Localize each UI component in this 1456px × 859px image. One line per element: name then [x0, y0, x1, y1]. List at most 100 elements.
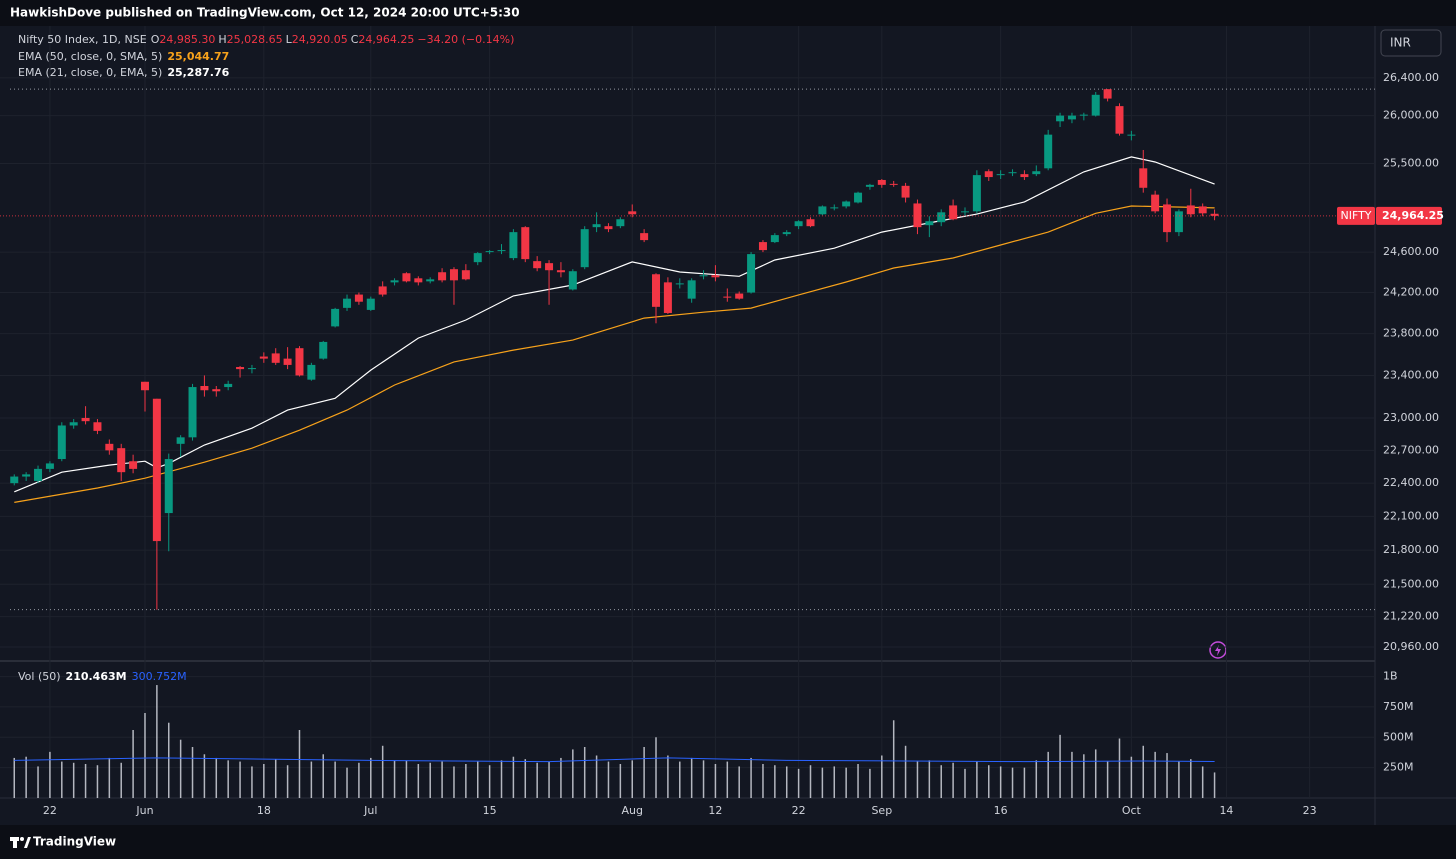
candle-body: [1198, 206, 1207, 214]
candle-body: [735, 293, 744, 299]
volume-bar: [1118, 738, 1121, 798]
volume-bar: [1130, 756, 1133, 798]
volume-bar: [239, 761, 241, 798]
volume-bar: [441, 761, 443, 798]
volume-bar: [108, 757, 111, 798]
volume-bar: [61, 761, 63, 798]
currency-label[interactable]: INR: [1390, 36, 1411, 50]
volume-bar: [120, 762, 122, 798]
candle-body: [616, 219, 625, 227]
volume-tick-label: 500M: [1383, 730, 1414, 743]
candle-body: [117, 448, 126, 473]
candle-body: [949, 205, 958, 220]
candle-body: [640, 233, 649, 241]
legend-ohlc-value: 24,920.05: [292, 33, 348, 46]
candle-body: [747, 254, 756, 293]
candle-body: [877, 179, 886, 185]
legend-volume-name: Vol (50): [18, 670, 61, 683]
caption-bar: [0, 0, 1456, 26]
candle-body: [1020, 174, 1029, 178]
volume-bar: [952, 762, 954, 798]
y-tick-label: 21,800.00: [1383, 543, 1439, 556]
candle-body: [390, 280, 399, 283]
volume-bar: [655, 737, 657, 798]
currency-button[interactable]: [1380, 29, 1442, 57]
volume-bar: [191, 747, 194, 798]
candle-body: [1056, 115, 1065, 122]
candle-body: [972, 175, 981, 212]
volume-bar: [37, 766, 39, 798]
footer: [0, 825, 1456, 859]
volume-bar: [702, 760, 705, 798]
candle-body: [461, 270, 470, 280]
volume-tick-label: 750M: [1383, 700, 1414, 713]
volume-bar: [370, 757, 372, 798]
x-tick-label: 22: [792, 804, 806, 817]
volume-bar: [1083, 754, 1085, 798]
candle-body: [247, 368, 256, 370]
volume-bar: [892, 720, 895, 798]
candle-body: [604, 226, 613, 230]
grid: [0, 26, 1375, 798]
candle-body: [164, 459, 173, 514]
volume-bar: [904, 745, 907, 798]
legend-ohlc-key: H: [218, 33, 226, 46]
candle-body: [152, 398, 161, 542]
candle-body: [271, 353, 280, 363]
candle-body: [497, 250, 506, 252]
candle-body: [1210, 213, 1219, 216]
candle-body: [770, 235, 779, 243]
volume-bar: [928, 760, 931, 798]
candle-body: [1139, 168, 1148, 188]
candle-body: [414, 278, 423, 283]
candle-body: [485, 251, 494, 253]
legend-ohlc-key: O: [151, 33, 160, 46]
candle-body: [580, 229, 589, 268]
plot: [0, 88, 1375, 798]
x-tick-label: Sep: [871, 804, 892, 817]
legend-indicator-value: 25,044.77: [167, 50, 229, 63]
candle-body: [402, 273, 411, 282]
volume-bar: [1047, 751, 1049, 798]
price-tag: 24,964.25: [1382, 209, 1444, 222]
candle-body: [426, 279, 435, 282]
candle-body: [925, 221, 934, 226]
volume-bar: [999, 766, 1002, 798]
candle-body: [378, 286, 387, 295]
candle-body: [200, 385, 209, 391]
candle-body: [758, 242, 767, 251]
candle-body: [259, 356, 268, 359]
logo: [10, 837, 31, 848]
volume-bar: [583, 747, 586, 798]
y-tick-label: 24,600.00: [1383, 245, 1439, 258]
candle-body: [140, 381, 149, 391]
volume-bar: [1035, 760, 1038, 798]
volume-bar: [322, 754, 324, 798]
x-tick-label: 16: [994, 804, 1008, 817]
volume-bar: [869, 768, 871, 798]
volume-bar: [358, 762, 360, 798]
volume-bar: [1011, 767, 1014, 798]
volume-bar: [453, 766, 455, 798]
y-tick-label: 26,400.00: [1383, 71, 1439, 84]
logo-mark: [20, 837, 24, 841]
volume-bar: [274, 759, 277, 798]
candle-body: [129, 461, 138, 469]
candle-body: [711, 275, 720, 278]
candle-body: [1044, 134, 1053, 169]
logo-mark: [24, 837, 31, 848]
volume-bar: [536, 762, 538, 798]
candle-body: [830, 207, 839, 209]
caption: HawkishDove published on TradingView.com…: [10, 6, 520, 20]
volume-bar: [405, 760, 408, 798]
branding: TradingView: [33, 835, 116, 849]
candle-body: [236, 367, 245, 370]
volume-bar: [49, 751, 51, 798]
candle-body: [69, 422, 78, 426]
candle-body: [34, 468, 43, 481]
x-tick-label: Jun: [135, 804, 153, 817]
candle-body: [366, 298, 375, 310]
volume-bar: [560, 757, 562, 798]
volume-bar: [251, 766, 253, 798]
volume-bar: [881, 755, 883, 798]
